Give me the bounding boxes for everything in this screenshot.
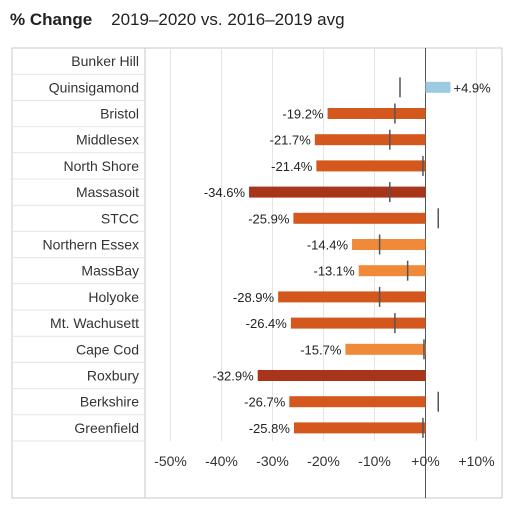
bar: [345, 343, 426, 355]
bar: [293, 422, 426, 434]
x-tick-label: -50%: [154, 453, 187, 469]
value-label: -28.9%: [233, 290, 275, 305]
value-label: -25.9%: [248, 211, 290, 226]
category-label: Middlesex: [76, 132, 139, 148]
value-label: -13.1%: [313, 264, 355, 279]
bar: [249, 186, 426, 198]
category-label: Massasoit: [76, 184, 139, 200]
chart-title: % Change 2019–2020 vs. 2016–2019 avg: [10, 10, 345, 30]
x-tick-label: +10%: [458, 453, 494, 469]
bar: [278, 291, 426, 303]
value-label: -32.9%: [213, 369, 255, 384]
bar: [314, 134, 426, 146]
bar: [289, 396, 426, 408]
value-label: -34.6%: [204, 185, 246, 200]
chart-title-bold: % Change: [10, 10, 93, 29]
category-label: Bristol: [100, 106, 139, 122]
x-tick-label: -40%: [205, 453, 238, 469]
bar: [327, 108, 426, 119]
bar: [358, 265, 426, 277]
category-label: Greenfield: [74, 420, 139, 436]
category-label: Holyoke: [88, 289, 139, 305]
bar: [316, 160, 426, 172]
category-label: North Shore: [64, 158, 140, 174]
category-label: Bunker Hill: [71, 53, 139, 69]
x-tick-label: -20%: [307, 453, 340, 469]
category-label: Roxbury: [87, 368, 139, 384]
value-label: -19.2%: [282, 107, 324, 122]
value-label: -26.4%: [246, 316, 288, 331]
category-label: Mt. Wachusett: [50, 315, 139, 331]
x-tick-label: -30%: [256, 453, 289, 469]
value-label: -21.4%: [271, 159, 313, 174]
value-label: -21.7%: [270, 133, 312, 148]
chart-title-rest: 2019–2020 vs. 2016–2019 avg: [111, 10, 345, 29]
category-label: STCC: [101, 210, 139, 226]
chart-frame: [11, 47, 503, 499]
category-label: MassBay: [81, 263, 139, 279]
value-label: +4.9%: [453, 80, 491, 95]
value-label: -14.4%: [307, 238, 349, 253]
x-tick-label: -10%: [358, 453, 391, 469]
value-label: -25.8%: [249, 421, 291, 436]
category-label: Cape Cod: [76, 341, 139, 357]
bar: [352, 239, 426, 250]
value-label: -26.7%: [244, 395, 286, 410]
value-label: -15.7%: [300, 342, 342, 357]
bar: [425, 81, 451, 93]
category-label: Northern Essex: [43, 237, 139, 253]
category-label: Berkshire: [80, 394, 139, 410]
bar: [293, 212, 426, 224]
bar: [290, 317, 426, 329]
category-label: Quinsigamond: [49, 79, 139, 95]
x-tick-label: +0%: [411, 453, 439, 469]
bar: [257, 370, 426, 381]
